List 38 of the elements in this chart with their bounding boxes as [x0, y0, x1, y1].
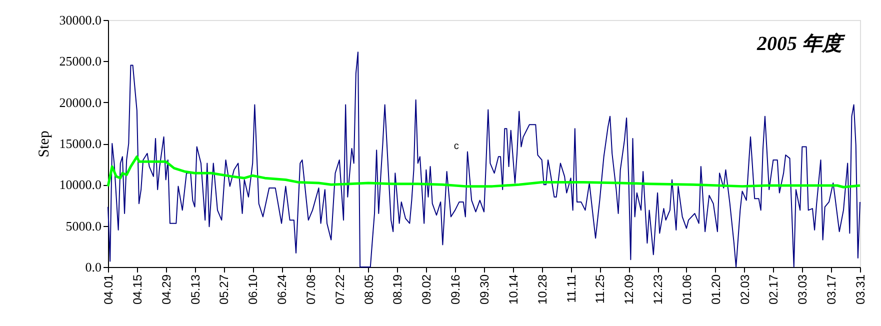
line-series — [106, 155, 862, 188]
x-tick-label: 10.14 — [506, 274, 520, 305]
x-tick-label: 08.05 — [362, 274, 376, 305]
x-tick-label: 11.11 — [564, 274, 578, 303]
y-tick-label: 20000.0 — [59, 94, 102, 110]
x-tick-label: 09.16 — [448, 274, 463, 305]
x-tick-label: 05.13 — [188, 274, 202, 305]
x-tick-label: 06.10 — [246, 274, 260, 305]
x-tick-label: 04.15 — [130, 274, 144, 305]
x-tick-label: 11.25 — [593, 274, 608, 304]
text: 2005 年度 — [756, 32, 846, 55]
x-tick-label: 03.17 — [824, 274, 839, 305]
x-tick-label: 02.17 — [766, 274, 781, 305]
x-tick-label: 04.29 — [159, 274, 174, 305]
x-tick-label: 05.27 — [217, 274, 232, 305]
y-tick-label: 10000.0 — [59, 177, 102, 192]
x-tick-label: 07.22 — [332, 274, 347, 305]
y-tick-label: 25000.0 — [59, 54, 102, 69]
x-tick-label: 06.24 — [275, 274, 290, 305]
y-tick-label: 15000.0 — [59, 136, 102, 151]
x-tick-label: 01.20 — [708, 274, 723, 305]
y-tick-label: 5000.0 — [66, 218, 102, 234]
x-tick-label: 12.23 — [651, 274, 666, 305]
x-tick-label: 09.30 — [478, 274, 492, 305]
x-tick-label: 08.19 — [390, 274, 405, 305]
x-tick-label: 09.02 — [420, 274, 434, 305]
y-tick-label: 30000.0 — [59, 12, 102, 28]
annotation: c — [454, 140, 459, 152]
x-tick-label: 07.08 — [304, 274, 318, 305]
x-tick-label: 04.01 — [102, 274, 116, 305]
y-tick-label: 0.0 — [85, 260, 102, 274]
x-tick-label: 02.03 — [738, 274, 752, 305]
x-tick-label: 03.03 — [796, 274, 810, 305]
x-tick-label: 10.28 — [535, 274, 550, 305]
x-tick-label: 03.31 — [854, 274, 868, 305]
y-axis-title: Step — [36, 130, 52, 158]
x-tick-label: 12.09 — [622, 274, 636, 305]
x-tick-label: 01.06 — [680, 274, 694, 305]
